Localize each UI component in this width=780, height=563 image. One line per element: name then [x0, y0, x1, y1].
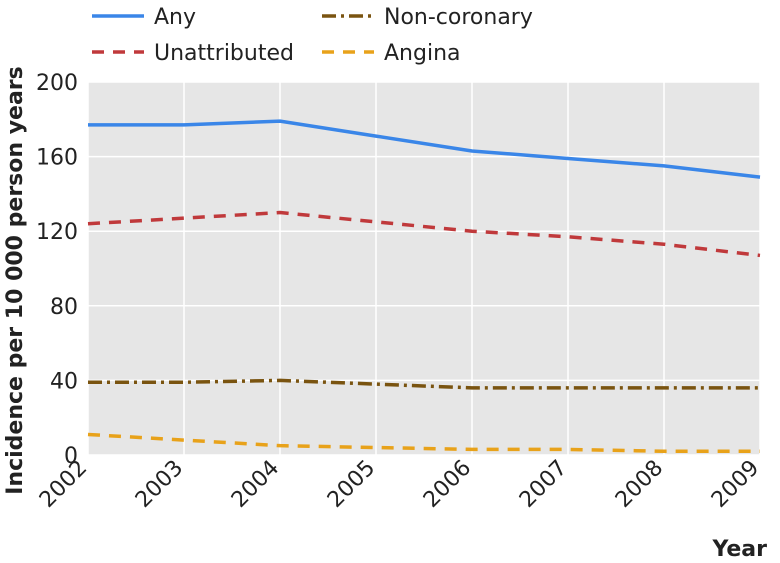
series-line-unattributed — [87, 210, 761, 258]
plot-area — [88, 82, 760, 455]
y-tick-label: 0 — [64, 444, 78, 469]
gridlines — [87, 81, 761, 456]
legend: Any Non-coronary Unattributed Angina — [92, 5, 533, 66]
legend-non-coronary-label: Non-coronary — [384, 5, 533, 30]
y-tick-label: 120 — [36, 220, 78, 245]
series-line-non-coronary — [88, 378, 760, 390]
x-tick-label: 2004 — [227, 456, 284, 513]
x-axis-title: Year — [711, 537, 767, 562]
x-tick-label: 2009 — [707, 456, 764, 513]
x-tick-label: 2008 — [611, 456, 668, 513]
data-series — [87, 119, 761, 454]
y-tick-label: 80 — [50, 295, 78, 320]
legend-unattributed-label: Unattributed — [154, 41, 294, 66]
legend-angina-label: Angina — [384, 41, 461, 66]
legend-any-label: Any — [154, 5, 196, 30]
x-axis-ticks: 2002 2003 2004 2005 2006 2007 2008 2009 — [35, 456, 764, 513]
y-axis-ticks: 0 40 80 120 160 200 — [36, 71, 78, 469]
y-tick-label: 40 — [50, 369, 78, 394]
x-tick-label: 2005 — [323, 456, 380, 513]
y-tick-label: 200 — [36, 71, 78, 96]
series-line-angina — [87, 432, 760, 454]
x-tick-label: 2003 — [131, 456, 188, 513]
x-tick-label: 2007 — [515, 456, 572, 513]
y-axis-title: Incidence per 10 000 person years — [3, 66, 28, 495]
x-tick-label: 2006 — [419, 456, 476, 513]
series-line-any — [88, 119, 761, 179]
y-tick-label: 160 — [36, 146, 78, 171]
